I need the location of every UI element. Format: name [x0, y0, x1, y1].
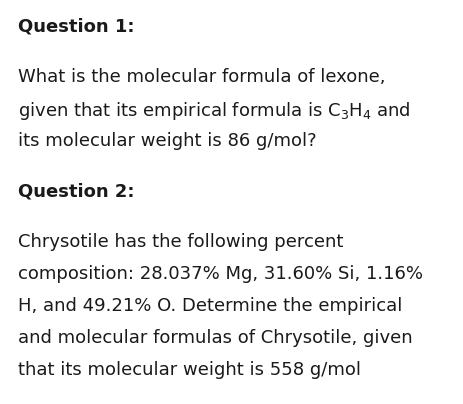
- Text: given that its empirical formula is C$_3$H$_4$ and: given that its empirical formula is C$_3…: [18, 100, 411, 122]
- Text: Question 1:: Question 1:: [18, 18, 134, 36]
- Text: Chrysotile has the following percent: Chrysotile has the following percent: [18, 233, 344, 251]
- Text: and molecular formulas of Chrysotile, given: and molecular formulas of Chrysotile, gi…: [18, 329, 413, 347]
- Text: that its molecular weight is 558 g/mol: that its molecular weight is 558 g/mol: [18, 361, 361, 379]
- Text: Question 2:: Question 2:: [18, 183, 134, 201]
- Text: H, and 49.21% O. Determine the empirical: H, and 49.21% O. Determine the empirical: [18, 297, 402, 315]
- Text: its molecular weight is 86 g/mol?: its molecular weight is 86 g/mol?: [18, 132, 317, 150]
- Text: composition: 28.037% Mg, 31.60% Si, 1.16%: composition: 28.037% Mg, 31.60% Si, 1.16…: [18, 265, 423, 283]
- Text: What is the molecular formula of lexone,: What is the molecular formula of lexone,: [18, 68, 386, 86]
